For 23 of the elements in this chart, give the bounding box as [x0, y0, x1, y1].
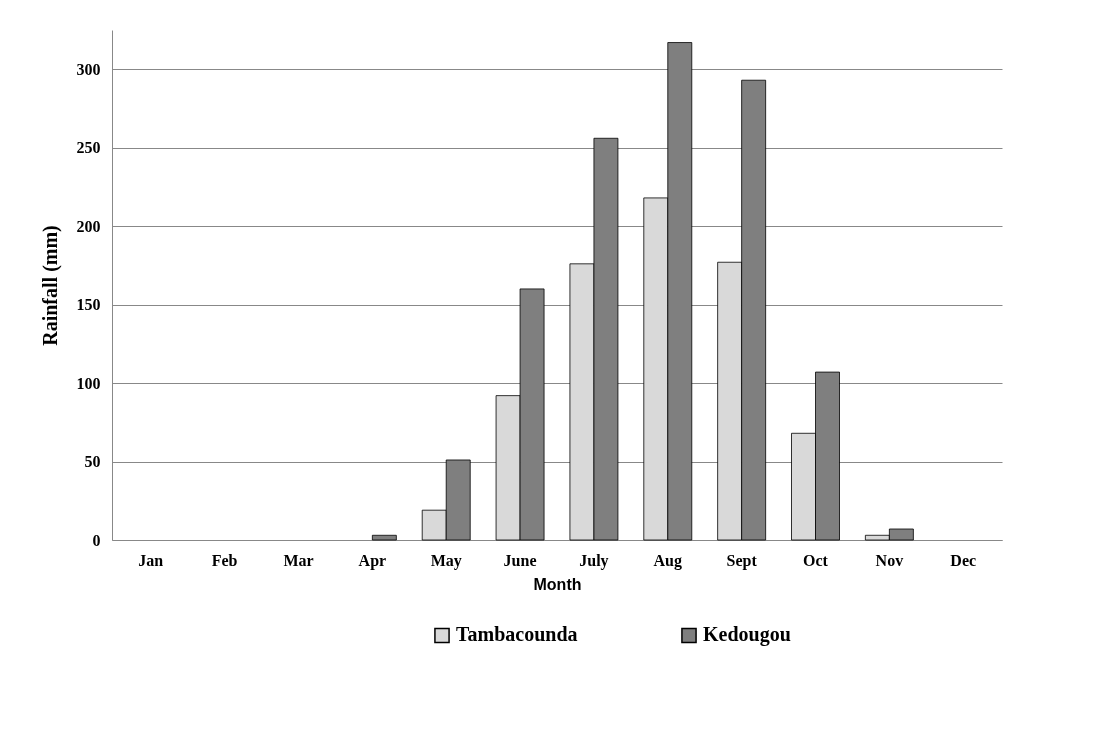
- x-tick-label: July: [579, 551, 609, 570]
- x-tick-label: Apr: [358, 551, 387, 570]
- x-tick-label: Feb: [211, 551, 238, 569]
- x-axis-title: Month: [533, 575, 582, 593]
- x-tick-label: May: [430, 551, 462, 570]
- x-tick-label: Dec: [950, 551, 977, 569]
- y-tick-label: 300: [76, 60, 101, 78]
- y-tick-label: 100: [76, 374, 101, 392]
- y-tick-label: 150: [76, 296, 101, 314]
- x-tick-label: Mar: [283, 551, 314, 569]
- legend-label: Kedougou: [703, 623, 791, 647]
- y-axis-title: Rainfall (mm): [38, 225, 62, 346]
- y-tick-label: 250: [76, 139, 101, 157]
- x-tick-label: Sept: [726, 551, 758, 570]
- y-tick-label: 0: [92, 531, 101, 549]
- y-tick-label: 50: [84, 453, 101, 471]
- x-tick-label: Oct: [803, 551, 829, 569]
- y-tick-label: 200: [76, 217, 101, 235]
- x-tick-label: June: [503, 551, 537, 569]
- x-tick-label: Jan: [138, 551, 164, 569]
- legend-label: Tambacounda: [456, 623, 578, 646]
- x-tick-label: Aug: [653, 551, 683, 570]
- x-tick-label: Nov: [875, 551, 904, 569]
